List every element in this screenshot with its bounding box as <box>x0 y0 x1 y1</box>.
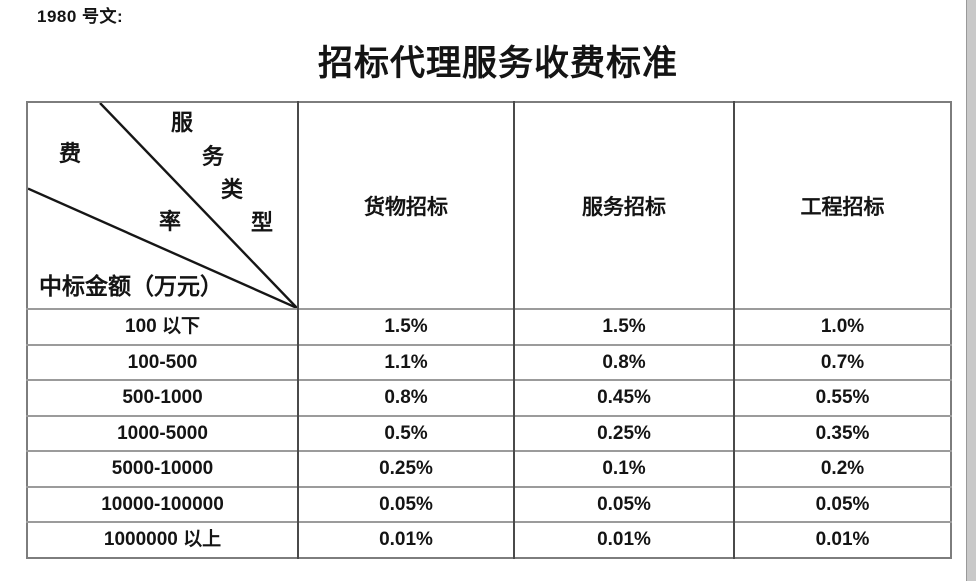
corner-header-cell: 服 务 类 型 费 率 中标金额（万元） <box>27 102 298 309</box>
fee-standard-table: 服 务 类 型 费 率 中标金额（万元） 货物招标 服务招标 工程招标 100 … <box>26 101 952 559</box>
rate-cell: 0.55% <box>733 379 951 416</box>
diagonal-split-lines <box>28 103 297 308</box>
page-edge-strip <box>966 0 976 581</box>
rate-cell: 0.25% <box>513 414 734 451</box>
table-row: 100 以下 1.5% 1.5% 1.0% <box>27 308 951 345</box>
page-title: 招标代理服务收费标准 <box>318 44 679 83</box>
doc-number-label: 1980 号文: <box>37 7 124 26</box>
table-row: 500-1000 0.8% 0.45% 0.55% <box>27 379 951 416</box>
amount-range-cell: 100 以下 <box>27 308 298 345</box>
corner-type-axis-char-4: 型 <box>251 210 274 235</box>
rate-cell: 0.5% <box>297 414 514 451</box>
rate-cell: 0.25% <box>297 450 514 487</box>
rate-cell: 0.2% <box>733 450 951 487</box>
rate-cell: 0.05% <box>733 485 951 522</box>
rate-cell: 0.45% <box>513 379 734 416</box>
rate-cell: 0.01% <box>733 521 951 558</box>
rate-cell: 0.8% <box>297 379 514 416</box>
rate-cell: 0.01% <box>297 521 514 558</box>
table-row: 10000-100000 0.05% 0.05% 0.05% <box>27 485 951 522</box>
amount-range-cell: 500-1000 <box>27 379 298 416</box>
column-header-services-bidding: 服务招标 <box>513 102 734 309</box>
rate-cell: 0.7% <box>733 343 951 380</box>
rate-cell: 0.01% <box>513 521 734 558</box>
amount-range-cell: 100-500 <box>27 343 298 380</box>
table-row: 1000-5000 0.5% 0.25% 0.35% <box>27 414 951 451</box>
rate-cell: 1.5% <box>513 308 734 345</box>
column-header-works-bidding: 工程招标 <box>733 102 951 309</box>
rate-cell: 0.35% <box>733 414 951 451</box>
corner-rate-axis-char-2: 率 <box>159 209 182 234</box>
amount-range-cell: 1000000 以上 <box>27 521 298 558</box>
corner-type-axis-char-2: 务 <box>202 144 225 169</box>
amount-range-cell: 1000-5000 <box>27 414 298 451</box>
rate-cell: 1.0% <box>733 308 951 345</box>
corner-type-axis-char-3: 类 <box>221 177 244 202</box>
column-header-goods-bidding: 货物招标 <box>297 102 514 309</box>
rate-cell: 1.5% <box>297 308 514 345</box>
table-row: 100-500 1.1% 0.8% 0.7% <box>27 343 951 380</box>
amount-range-cell: 10000-100000 <box>27 485 298 522</box>
amount-range-cell: 5000-10000 <box>27 450 298 487</box>
rate-cell: 0.05% <box>297 485 514 522</box>
corner-rate-axis-char-1: 费 <box>59 141 82 166</box>
rate-cell: 0.1% <box>513 450 734 487</box>
rate-cell: 0.8% <box>513 343 734 380</box>
corner-type-axis-char-1: 服 <box>171 110 194 135</box>
table-row: 1000000 以上 0.01% 0.01% 0.01% <box>27 521 951 558</box>
rate-cell: 0.05% <box>513 485 734 522</box>
table-row: 5000-10000 0.25% 0.1% 0.2% <box>27 450 951 487</box>
corner-amount-axis-label: 中标金额（万元） <box>39 274 223 299</box>
rate-cell: 1.1% <box>297 343 514 380</box>
table-header-row: 服 务 类 型 费 率 中标金额（万元） 货物招标 服务招标 工程招标 <box>27 102 951 309</box>
